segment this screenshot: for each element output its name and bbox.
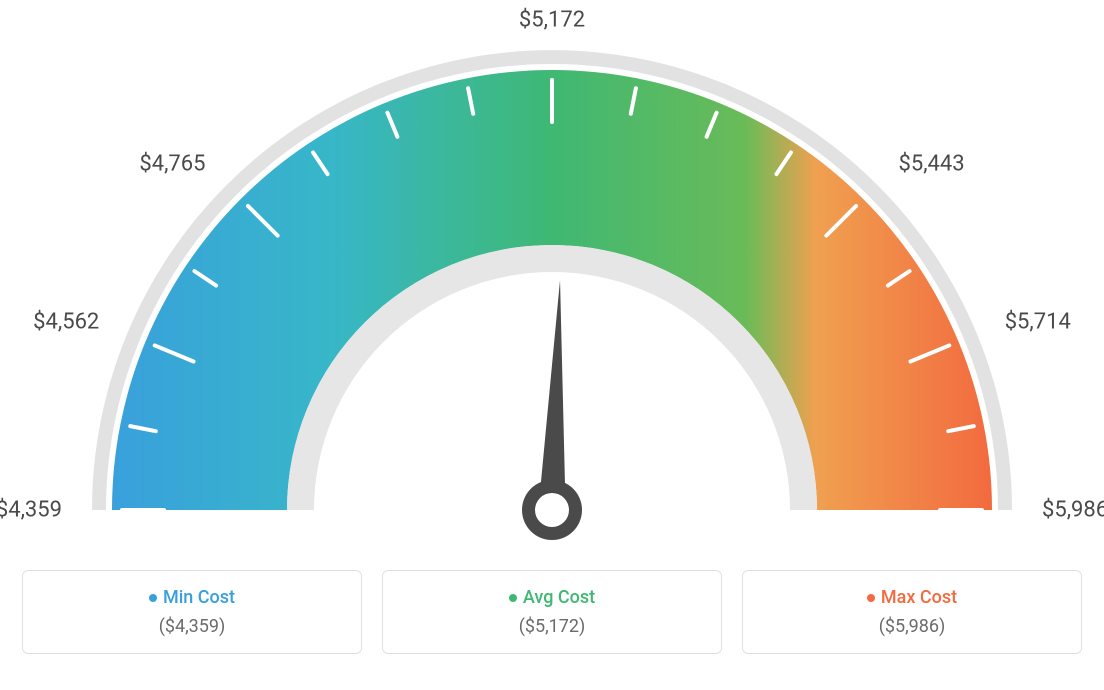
gauge-svg [22, 20, 1082, 560]
gauge-tick-label: $5,443 [898, 151, 964, 176]
gauge-tick-label: $4,562 [33, 310, 99, 335]
gauge-tick-label: $4,359 [0, 498, 62, 523]
max-cost-title: Max Cost [757, 587, 1067, 608]
avg-cost-title: Avg Cost [397, 587, 707, 608]
max-cost-label: Max Cost [881, 587, 957, 608]
gauge-tick-label: $5,172 [519, 8, 585, 33]
gauge-tick-label: $5,714 [1005, 310, 1071, 335]
gauge-tick-label: $5,986 [1042, 498, 1104, 523]
max-cost-card: Max Cost ($5,986) [742, 570, 1082, 654]
max-cost-value: ($5,986) [757, 616, 1067, 637]
summary-cards: Min Cost ($4,359) Avg Cost ($5,172) Max … [22, 570, 1082, 654]
cost-gauge-widget: $4,359$4,562$4,765$5,172$5,443$5,714$5,9… [22, 20, 1082, 654]
min-cost-value: ($4,359) [37, 616, 347, 637]
avg-cost-label: Avg Cost [523, 587, 595, 608]
min-dot-icon [149, 594, 157, 602]
avg-cost-card: Avg Cost ($5,172) [382, 570, 722, 654]
max-dot-icon [867, 594, 875, 602]
min-cost-title: Min Cost [37, 587, 347, 608]
min-cost-label: Min Cost [163, 587, 235, 608]
avg-dot-icon [509, 594, 517, 602]
gauge-tick-label: $4,765 [139, 151, 205, 176]
min-cost-card: Min Cost ($4,359) [22, 570, 362, 654]
gauge-chart: $4,359$4,562$4,765$5,172$5,443$5,714$5,9… [22, 20, 1082, 560]
avg-cost-value: ($5,172) [397, 616, 707, 637]
